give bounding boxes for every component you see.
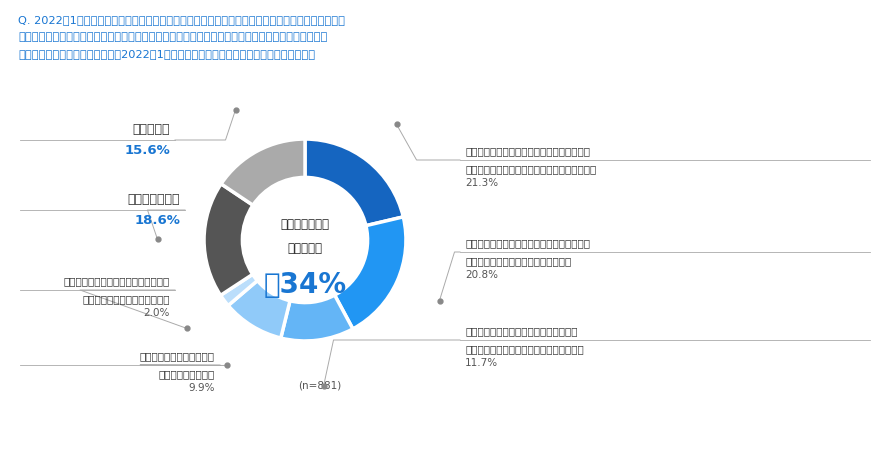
Wedge shape xyxy=(221,274,257,306)
Text: 対応方法が未定: 対応方法が未定 xyxy=(128,193,180,206)
Wedge shape xyxy=(305,139,403,225)
Text: これから電子帳簿保存対応可能なシステムを: これから電子帳簿保存対応可能なシステムを xyxy=(465,238,590,248)
Text: 既に電子帳簿保存対応可能なシステムを: 既に電子帳簿保存対応可能なシステムを xyxy=(465,326,578,336)
Text: 2.0%: 2.0% xyxy=(144,308,170,318)
Text: を受け取った場合、電子帳簿保存の法要件を満たした上で電子保存することが原則必要となります。: を受け取った場合、電子帳簿保存の法要件を満たした上で電子保存することが原則必要と… xyxy=(18,32,327,42)
Text: 11.7%: 11.7% xyxy=(465,358,498,368)
Text: 21.3%: 21.3% xyxy=(465,178,498,188)
Text: 分からない: 分からない xyxy=(288,242,323,255)
Text: 対応方法が未定: 対応方法が未定 xyxy=(281,218,330,231)
Text: 分からない: 分からない xyxy=(132,123,170,136)
Text: 事務処理規定を定めて、ローカルサーバー、: 事務処理規定を定めて、ローカルサーバー、 xyxy=(465,146,590,156)
Text: 導入し、当システムで電子保存を行う: 導入し、当システムで電子保存を行う xyxy=(465,256,571,266)
Text: 18.6%: 18.6% xyxy=(134,214,180,227)
Wedge shape xyxy=(281,295,353,341)
Wedge shape xyxy=(204,184,253,295)
Text: 20.8%: 20.8% xyxy=(465,270,498,280)
Text: 受け取った電子請求書について、2022年1月以降はどのように保存される予定でしょうか。: 受け取った電子請求書について、2022年1月以降はどのように保存される予定でしょ… xyxy=(18,49,315,59)
Wedge shape xyxy=(334,217,406,329)
Text: (n=881): (n=881) xyxy=(299,380,342,390)
Text: 15.6%: 15.6% xyxy=(124,144,170,157)
Text: 紙に印刷し保存する: 紙に印刷し保存する xyxy=(159,369,215,379)
Wedge shape xyxy=(228,281,290,338)
Text: Q. 2022年1月の電子帳簿保存法改正により、メール添付や電子請求書システムなど、電子で請求書: Q. 2022年1月の電子帳簿保存法改正により、メール添付や電子請求書システムな… xyxy=(18,15,345,25)
Text: 取引先に紙での請求書発行に切替えて: 取引先に紙での請求書発行に切替えて xyxy=(63,276,170,286)
Text: 導入済みで、当システムで電子保存を行う: 導入済みで、当システムで電子保存を行う xyxy=(465,344,584,354)
Text: 9.9%: 9.9% xyxy=(189,383,215,393)
Wedge shape xyxy=(221,139,305,205)
Text: もらい、紙の請求書を保存する: もらい、紙の請求書を保存する xyxy=(82,294,170,304)
Text: 約34%: 約34% xyxy=(264,271,347,299)
Text: ローカルフォルダ等を使って、電子保存を行う: ローカルフォルダ等を使って、電子保存を行う xyxy=(465,164,596,174)
Text: 電子で受け取った請求書を: 電子で受け取った請求書を xyxy=(140,351,215,361)
